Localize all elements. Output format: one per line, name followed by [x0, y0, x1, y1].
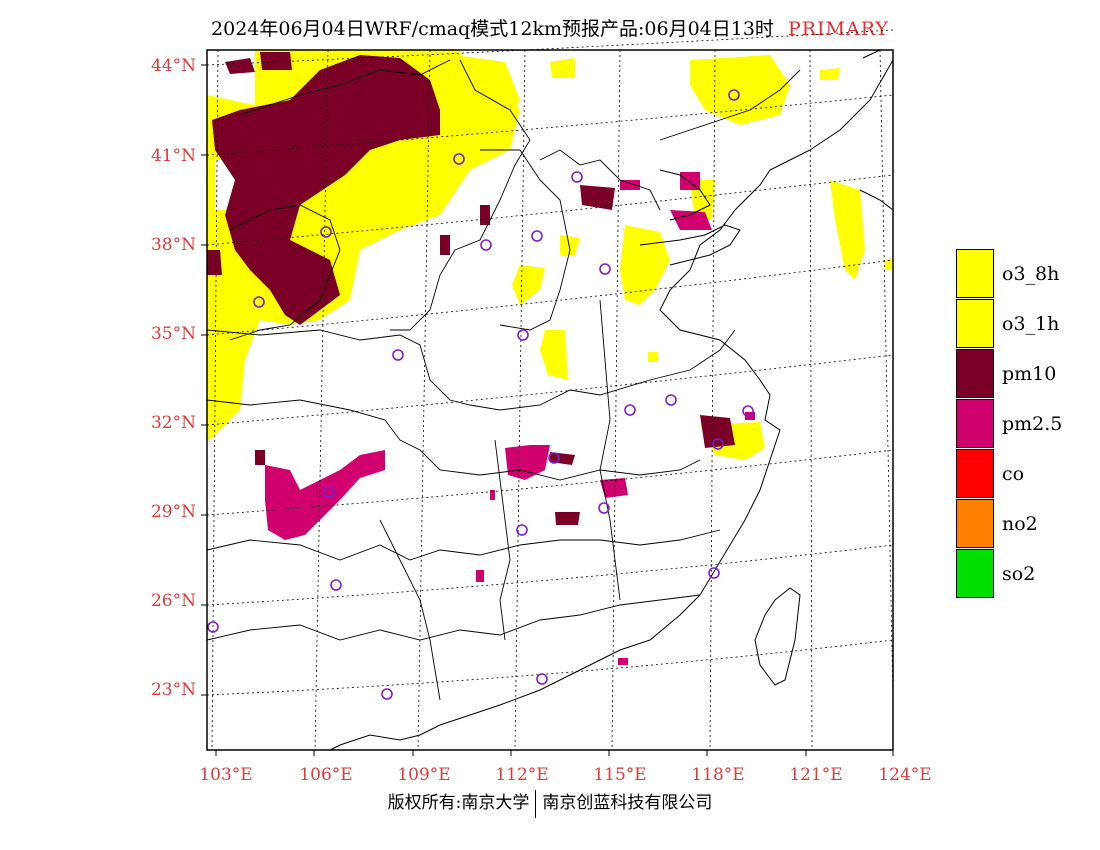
legend-swatch	[956, 399, 994, 448]
copyright-footer: 版权所有:南京大学 南京创蓝科技有限公司	[0, 788, 1100, 818]
lat-label: 26°N	[150, 591, 196, 611]
legend-item: so2	[956, 549, 1096, 599]
lon-label: 115°E	[593, 765, 647, 785]
legend-item: co	[956, 449, 1096, 499]
lat-label: 44°N	[150, 56, 196, 76]
legend-item: o3_1h	[956, 299, 1096, 349]
lat-label: 32°N	[150, 413, 196, 433]
legend-label: pm10	[1002, 363, 1057, 385]
lon-label: 112°E	[495, 765, 549, 785]
legend-swatch	[956, 499, 994, 548]
lon-label: 118°E	[691, 765, 745, 785]
legend-item: pm2.5	[956, 399, 1096, 449]
copyright-right: 南京创蓝科技有限公司	[542, 793, 713, 813]
legend-label: so2	[1002, 563, 1036, 585]
lat-label: 35°N	[150, 324, 196, 344]
footer-divider	[535, 789, 537, 818]
axis-ticks	[201, 64, 894, 756]
lat-label: 29°N	[150, 502, 196, 522]
pm10-region-layer	[207, 52, 735, 525]
legend-label: pm2.5	[1002, 413, 1063, 435]
lat-label: 41°N	[150, 146, 196, 166]
lat-label: 23°N	[150, 680, 196, 700]
legend-label: o3_8h	[1002, 263, 1060, 285]
legend-swatch	[956, 549, 994, 598]
lon-label: 106°E	[299, 765, 353, 785]
legend-label: no2	[1002, 513, 1038, 535]
legend-swatch	[956, 349, 994, 398]
legend-label: co	[1002, 463, 1025, 485]
lon-label: 121°E	[789, 765, 843, 785]
legend-label: o3_1h	[1002, 313, 1060, 335]
pollutant-legend: o3_8h o3_1h pm10 pm2.5 co no2 so2	[956, 249, 1096, 599]
legend-swatch	[956, 449, 994, 498]
site-markers	[207, 89, 754, 700]
legend-item: no2	[956, 499, 1096, 549]
graticule	[206, 29, 894, 751]
coastline	[329, 49, 894, 751]
legend-item: pm10	[956, 349, 1096, 399]
copyright-left: 版权所有:南京大学	[387, 793, 530, 813]
legend-swatch	[956, 249, 994, 298]
lat-label: 38°N	[150, 235, 196, 255]
legend-item: o3_8h	[956, 249, 1096, 299]
lon-label: 109°E	[397, 765, 451, 785]
map-title-text: 2024年06月04日WRF/cmaq模式12km预报产品:06月04日13时	[211, 18, 774, 40]
map-title: 2024年06月04日WRF/cmaq模式12km预报产品:06月04日13时 P…	[0, 14, 1100, 41]
lon-label: 103°E	[199, 765, 253, 785]
legend-swatch	[956, 299, 994, 348]
lon-label: 124°E	[878, 765, 932, 785]
map-border	[206, 49, 894, 751]
boundaries	[206, 59, 801, 701]
